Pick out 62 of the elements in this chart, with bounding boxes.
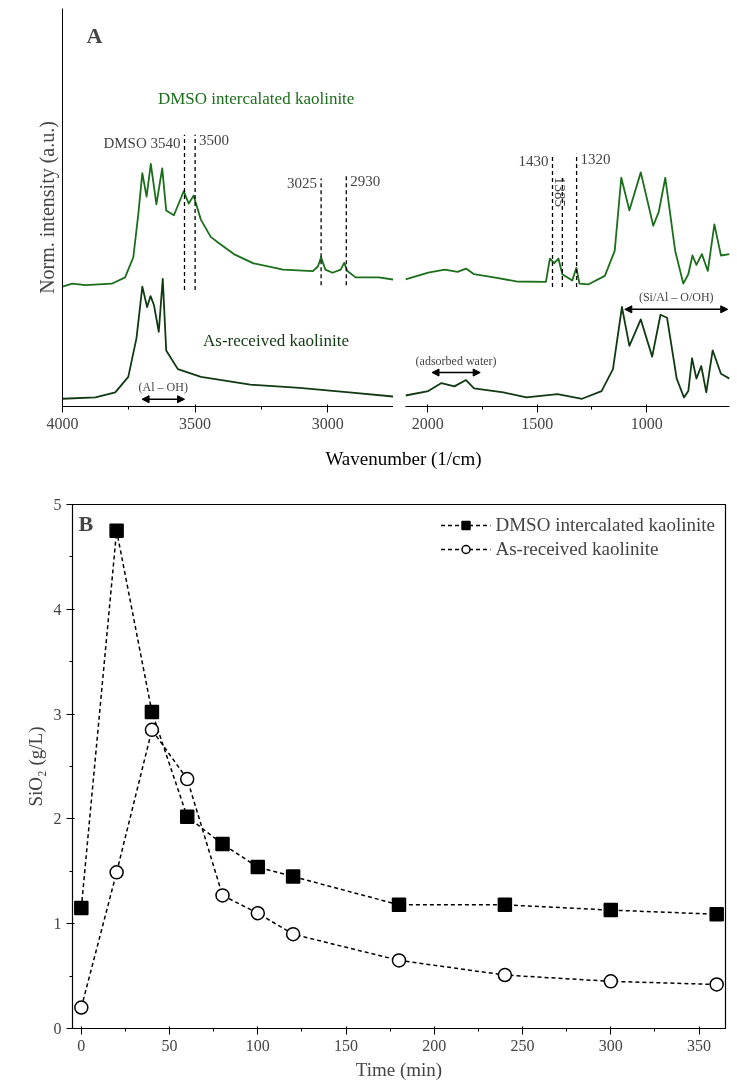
x-tick-label: 350 [687,1036,712,1054]
y-tick-label: 4 [53,600,62,618]
point [144,722,160,738]
x-tick-label: 300 [598,1036,623,1054]
x-tick-label: 200 [422,1036,447,1054]
y-tick-label: 1 [53,915,62,933]
y-tick-label: 2 [53,810,62,828]
legend-label: DMSO intercalated kaolinite [495,514,715,536]
x-tick-label: 1000 [630,414,663,432]
text: A [86,22,103,48]
point [250,859,266,875]
x-tick-label: 50 [161,1036,178,1054]
annotation: (Al – OH) [138,380,188,395]
point [215,836,230,852]
point [179,809,195,825]
x-tick-label: 1500 [521,414,554,432]
x-axis-title: Wavenumber (1/cm) [325,447,482,471]
ref-line-label: 1320 [580,150,611,167]
annotation: (adsorbed water) [415,353,497,368]
point [497,967,513,983]
text: DMSO intercalated kaolinite [157,88,355,108]
ref-line-label: 1385 [552,177,569,208]
point [215,888,230,903]
point [109,523,124,538]
x-tick-label: 250 [510,1036,535,1054]
point [391,953,407,968]
x-tick-label: 100 [245,1036,270,1054]
ref-line-label: 3500 [199,131,230,148]
y-axis-title: Norm. intensity (a.u.) [35,121,59,294]
point [497,897,513,913]
point [709,977,724,992]
y-tick-label: 0 [53,1020,62,1037]
x-tick-label: 4000 [46,414,79,432]
x-tick-label: 3500 [179,414,212,432]
point [285,869,301,884]
x-tick-label: 150 [334,1036,359,1054]
point [109,865,124,880]
x-axis-title: Time (min) [355,1058,443,1081]
y-tick-label: 3 [53,705,62,723]
y-tick-label: 5 [53,496,62,513]
annotation: B [78,510,94,536]
ref-line-label: DMSO 3540 [103,134,181,151]
ref-line-label: 1430 [518,152,549,169]
point [74,900,89,916]
point [74,1000,89,1015]
point [709,907,724,922]
x-tick-label: 2000 [411,414,444,432]
legend-label: As-received kaolinite [495,538,659,560]
x-tick-label: 3000 [311,414,344,432]
y-axis-title: SiO₂ (g/L) [24,726,47,807]
point [144,704,160,720]
series-label: As-received kaolinite [203,331,349,351]
point [603,902,619,918]
ref-line-label: 2930 [350,172,381,189]
point [391,897,407,913]
x-tick-label: 0 [77,1036,86,1054]
point [603,974,619,989]
point [250,905,266,921]
point [285,926,301,942]
ref-line-label: 3025 [287,175,318,192]
annotation: (Si/Al – O/OH) [638,290,714,305]
point [179,771,195,787]
